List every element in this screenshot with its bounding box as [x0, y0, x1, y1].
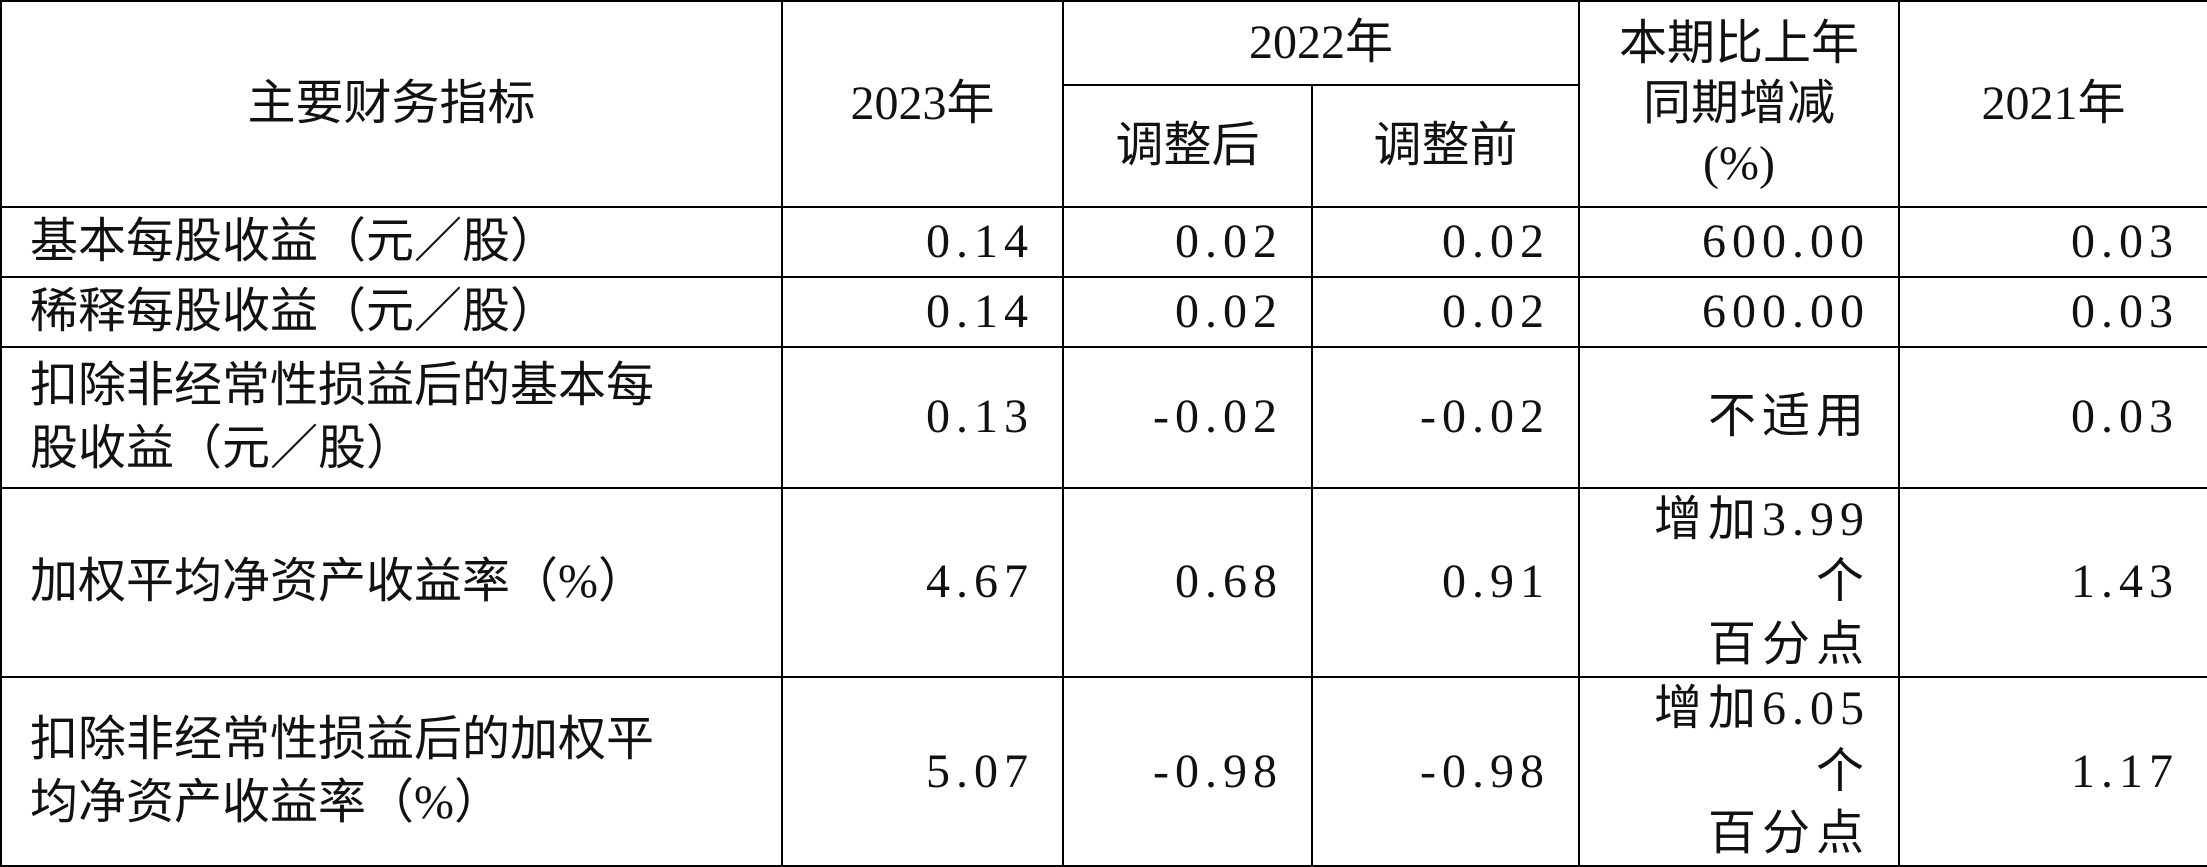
row-label: 基本每股收益（元／股） — [0, 206, 783, 278]
value-cell: 1.43 — [1898, 486, 2207, 679]
header-cell: 2021年 — [1898, 0, 2207, 208]
value-cell: -0.02 — [1310, 346, 1581, 489]
header-cell: 主要财务指标 — [0, 0, 783, 208]
value-cell: 0.02 — [1062, 206, 1313, 278]
value-cell: 不适用 — [1578, 346, 1901, 489]
value-cell: 600.00 — [1578, 206, 1901, 278]
value-line: 百分点 — [1708, 806, 1871, 860]
value-cell: -0.98 — [1062, 676, 1313, 867]
value-cell: 4.67 — [781, 486, 1064, 679]
value-cell: 0.13 — [781, 346, 1064, 489]
header-row: 主要财务指标 2023年 2022年 本期比上年 同期增减 (%) 2021年 — [0, 0, 2207, 208]
value-line: 百分点 — [1708, 617, 1871, 671]
header-line: (%) — [1703, 137, 1775, 190]
row-label: 扣除非经常性损益后的加权平均净资产收益率（%） — [0, 676, 783, 867]
value-cell: 0.68 — [1062, 486, 1313, 679]
data-row: 基本每股收益（元／股） 0.14 0.02 0.02 600.00 0.03 — [0, 206, 2207, 278]
value-cell: 0.02 — [1310, 276, 1581, 348]
data-row: 扣除非经常性损益后的基本每股收益（元／股） 0.13 -0.02 -0.02 不适用 0.… — [0, 346, 2207, 489]
data-row: 扣除非经常性损益后的加权平均净资产收益率（%） 5.07 -0.98 -0.98 增加6… — [0, 676, 2207, 867]
header-cell: 2022年 — [1061, 0, 1581, 86]
value-cell: 0.03 — [1898, 206, 2207, 278]
value-cell: 增加3.99个百分点 — [1578, 486, 1901, 679]
value-cell: -0.02 — [1062, 346, 1313, 489]
row-label: 扣除非经常性损益后的基本每股收益（元／股） — [0, 346, 783, 489]
value-cell: -0.98 — [1310, 676, 1581, 867]
header-line: 同期增减 — [1643, 77, 1836, 130]
value-cell: 600.00 — [1578, 276, 1901, 348]
header-cell: 调整后 — [1062, 84, 1313, 208]
value-cell: 1.17 — [1898, 676, 2207, 867]
value-cell: 0.02 — [1062, 276, 1313, 348]
value-cell: 0.03 — [1898, 346, 2207, 489]
data-row: 加权平均净资产收益率（%） 4.67 0.68 0.91 增加3.99个 百分点 1.43 — [0, 486, 2207, 679]
data-row: 稀释每股收益（元／股） 0.14 0.02 0.02 600.00 0.03 — [0, 276, 2207, 348]
value-line: 增加6.05个 — [1654, 682, 1871, 798]
value-cell: 5.07 — [781, 676, 1064, 867]
row-label: 稀释每股收益（元／股） — [0, 276, 783, 348]
value-cell: 0.02 — [1310, 206, 1581, 278]
value-cell: 0.14 — [781, 276, 1064, 348]
value-line: 增加3.99个 — [1654, 493, 1871, 609]
header-cell: 2023年 — [781, 0, 1064, 208]
header-row: 调整后 调整前 — [1, 84, 2207, 208]
table-body: 基本每股收益（元／股） 0.14 0.02 0.02 600.00 0.03 稀释每股收益（… — [0, 206, 2207, 867]
header-cell: 本期比上年 同期增减 (%) — [1578, 0, 1901, 208]
header-line: 本期比上年 — [1619, 17, 1860, 70]
row-label: 加权平均净资产收益率（%） — [0, 486, 783, 679]
value-cell: 增加6.05个百分点 — [1578, 676, 1901, 867]
value-cell: 0.91 — [1310, 486, 1581, 679]
value-cell: 0.14 — [781, 206, 1064, 278]
header-cell: 调整前 — [1310, 84, 1581, 208]
value-cell: 0.03 — [1898, 276, 2207, 348]
